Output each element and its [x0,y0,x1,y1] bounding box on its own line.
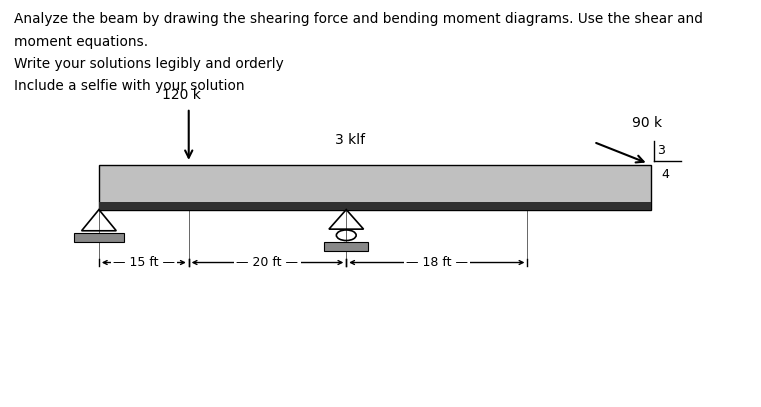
Text: 90 k: 90 k [632,116,662,130]
Text: 3: 3 [658,144,665,158]
Text: Include a selfie with your solution: Include a selfie with your solution [14,79,244,93]
Text: Write your solutions legibly and orderly: Write your solutions legibly and orderly [14,57,283,71]
Text: — 18 ft —: — 18 ft — [406,256,468,269]
Text: 4: 4 [661,168,669,181]
Bar [99,201,651,210]
Text: — 20 ft —: — 20 ft — [237,256,298,269]
Bar [75,233,123,242]
Text: — 15 ft —: — 15 ft — [113,256,175,269]
Bar [99,165,651,210]
Text: moment equations.: moment equations. [14,35,148,48]
Text: 3 klf: 3 klf [335,133,365,147]
Text: 120 k: 120 k [161,88,201,102]
Bar [324,242,368,251]
Text: Analyze the beam by drawing the shearing force and bending moment diagrams. Use : Analyze the beam by drawing the shearing… [14,12,702,26]
